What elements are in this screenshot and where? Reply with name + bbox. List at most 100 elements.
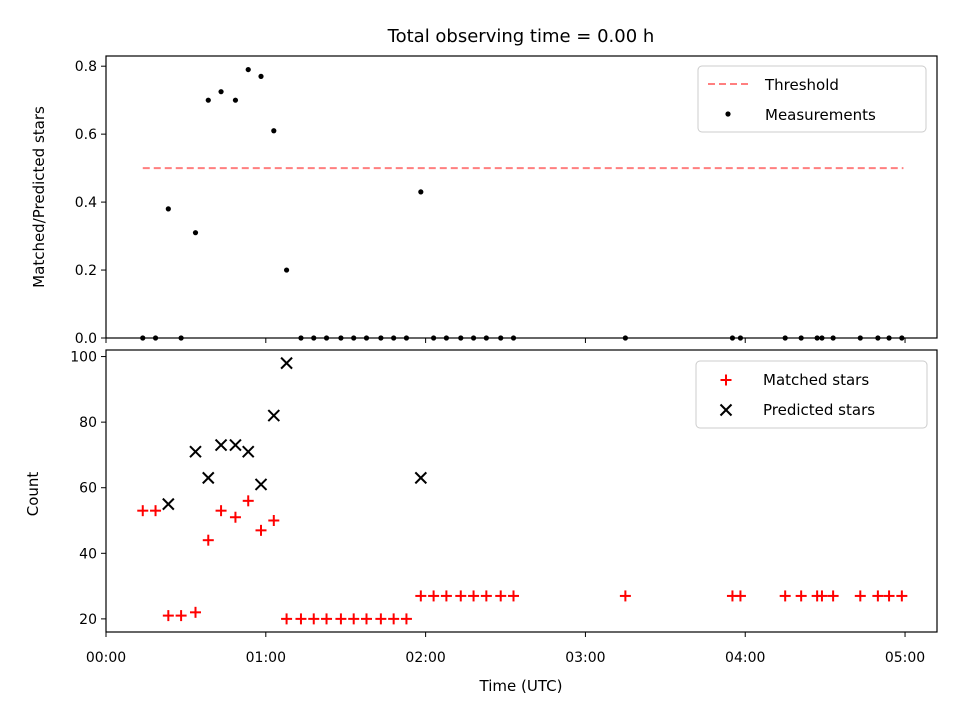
matched-star-point <box>189 606 201 618</box>
matched-star-point <box>175 610 187 622</box>
matched-star-point <box>854 590 866 602</box>
measurement-point <box>218 89 224 95</box>
predicted-star-point <box>280 356 293 370</box>
count-y-axis-label: Count <box>24 472 42 517</box>
predicted-star-point <box>254 478 268 491</box>
measurement-point <box>258 73 264 79</box>
ratio-legend-box <box>697 65 927 133</box>
measurement-point <box>245 66 251 73</box>
chart-title: Total observing time = 0.00 h <box>387 26 655 47</box>
ratio-y-tick-label: 0.4 <box>75 195 97 211</box>
matched-star-point <box>468 590 480 602</box>
matched-star-point <box>360 613 372 625</box>
matched-star-point <box>255 524 267 536</box>
matched-star-point <box>428 590 440 602</box>
matched-star-point <box>400 613 412 625</box>
matched-legend-marker <box>720 374 732 386</box>
count-y-tick-label: 60 <box>79 481 97 497</box>
ratio-y-tick-label: 0.8 <box>75 59 97 75</box>
measurement-point <box>418 189 424 195</box>
matched-star-point <box>779 590 791 602</box>
matched-star-point <box>455 590 467 602</box>
count-panel: 20 40 60 80 100 00:00 01:00 02:00 03:00 04:00 05:… <box>24 349 938 695</box>
matched-star-point <box>388 613 400 625</box>
matched-star-point <box>734 590 746 602</box>
matched-star-point <box>415 590 427 602</box>
x-tick-label: 04:00 <box>725 650 765 666</box>
matched-star-point <box>150 505 162 517</box>
matched-star-point <box>215 505 227 517</box>
matched-star-point <box>242 495 254 507</box>
predicted-star-point <box>414 471 428 485</box>
matched-legend-label: Matched stars <box>763 371 869 389</box>
matched-star-point <box>440 590 452 602</box>
x-tick-label: 01:00 <box>246 650 286 666</box>
matched-star-point <box>335 613 347 625</box>
ratio-x-ticks <box>105 338 906 343</box>
predicted-star-point <box>242 445 255 458</box>
predicted-star-point <box>189 445 202 458</box>
predicted-star-point <box>202 471 215 485</box>
ratio-axes-frame <box>105 55 938 339</box>
count-y-tick-label: 80 <box>79 415 97 431</box>
x-tick-label: 03:00 <box>565 650 605 666</box>
threshold-legend-label: Threshold <box>764 76 839 94</box>
measurement-point <box>205 97 211 103</box>
ratio-y-tick-label: 0.2 <box>75 263 97 279</box>
count-y-ticks: 20 40 60 80 100 <box>70 350 106 628</box>
count-plot-area <box>137 356 908 625</box>
predicted-legend-label: Predicted stars <box>763 401 875 419</box>
ratio-legend: Threshold Measurements <box>697 65 927 133</box>
measurement-point <box>283 267 290 273</box>
matched-star-point <box>480 590 492 602</box>
matched-star-point <box>816 590 828 602</box>
ratio-y-axis-label: Matched/Predicted stars <box>30 106 48 288</box>
matched-star-point <box>268 515 280 527</box>
measurements-legend-marker <box>725 111 731 117</box>
x-tick-label: 02:00 <box>405 650 445 666</box>
matched-star-point <box>896 590 908 602</box>
x-tick-label: 00:00 <box>86 650 126 666</box>
x-axis-label: Time (UTC) <box>479 677 563 695</box>
ratio-y-tick-label: 0.6 <box>75 127 97 143</box>
measurement-point <box>192 230 199 236</box>
matched-star-point <box>348 613 360 625</box>
matched-star-point <box>375 613 387 625</box>
predicted-star-point <box>162 497 175 511</box>
predicted-legend-marker <box>719 403 733 417</box>
count-axes-frame <box>105 349 938 633</box>
matched-star-point <box>281 613 293 625</box>
matched-star-point <box>202 534 214 546</box>
count-y-tick-label: 40 <box>79 546 97 562</box>
matched-star-point <box>295 613 307 625</box>
count-x-ticks: 00:00 01:00 02:00 03:00 04:00 05:00 <box>86 632 925 666</box>
matched-star-point <box>872 590 884 602</box>
matched-star-point <box>495 590 507 602</box>
matched-star-point <box>321 613 333 625</box>
measurement-point <box>232 97 239 103</box>
matched-star-point <box>795 590 807 602</box>
matched-star-point <box>137 505 149 517</box>
count-legend-box <box>695 360 928 429</box>
predicted-star-point <box>267 409 281 422</box>
count-y-tick-label: 100 <box>70 350 97 366</box>
matched-star-point <box>162 610 174 622</box>
measurement-point <box>271 128 277 134</box>
matched-star-point <box>619 590 631 602</box>
matched-star-point <box>508 590 520 602</box>
ratio-panel: 0.00.20.40.60.8 Matched/Predicted stars … <box>30 55 938 347</box>
ratio-y-ticks: 0.0 0.2 0.4 0.6 0.8 <box>75 59 106 347</box>
measurement-point <box>165 206 171 212</box>
count-legend: Matched stars Predicted stars <box>695 360 928 429</box>
predicted-star-point <box>214 438 228 452</box>
ratio-y-tick-label: 0.0 <box>75 331 97 347</box>
matched-star-point <box>308 613 320 625</box>
predicted-star-point <box>229 438 242 452</box>
x-tick-label: 05:00 <box>885 650 925 666</box>
matched-star-point <box>229 511 241 523</box>
measurements-legend-label: Measurements <box>765 106 876 124</box>
matched-star-point <box>827 590 839 602</box>
count-y-tick-label: 20 <box>79 612 97 628</box>
matched-star-point <box>883 590 895 602</box>
